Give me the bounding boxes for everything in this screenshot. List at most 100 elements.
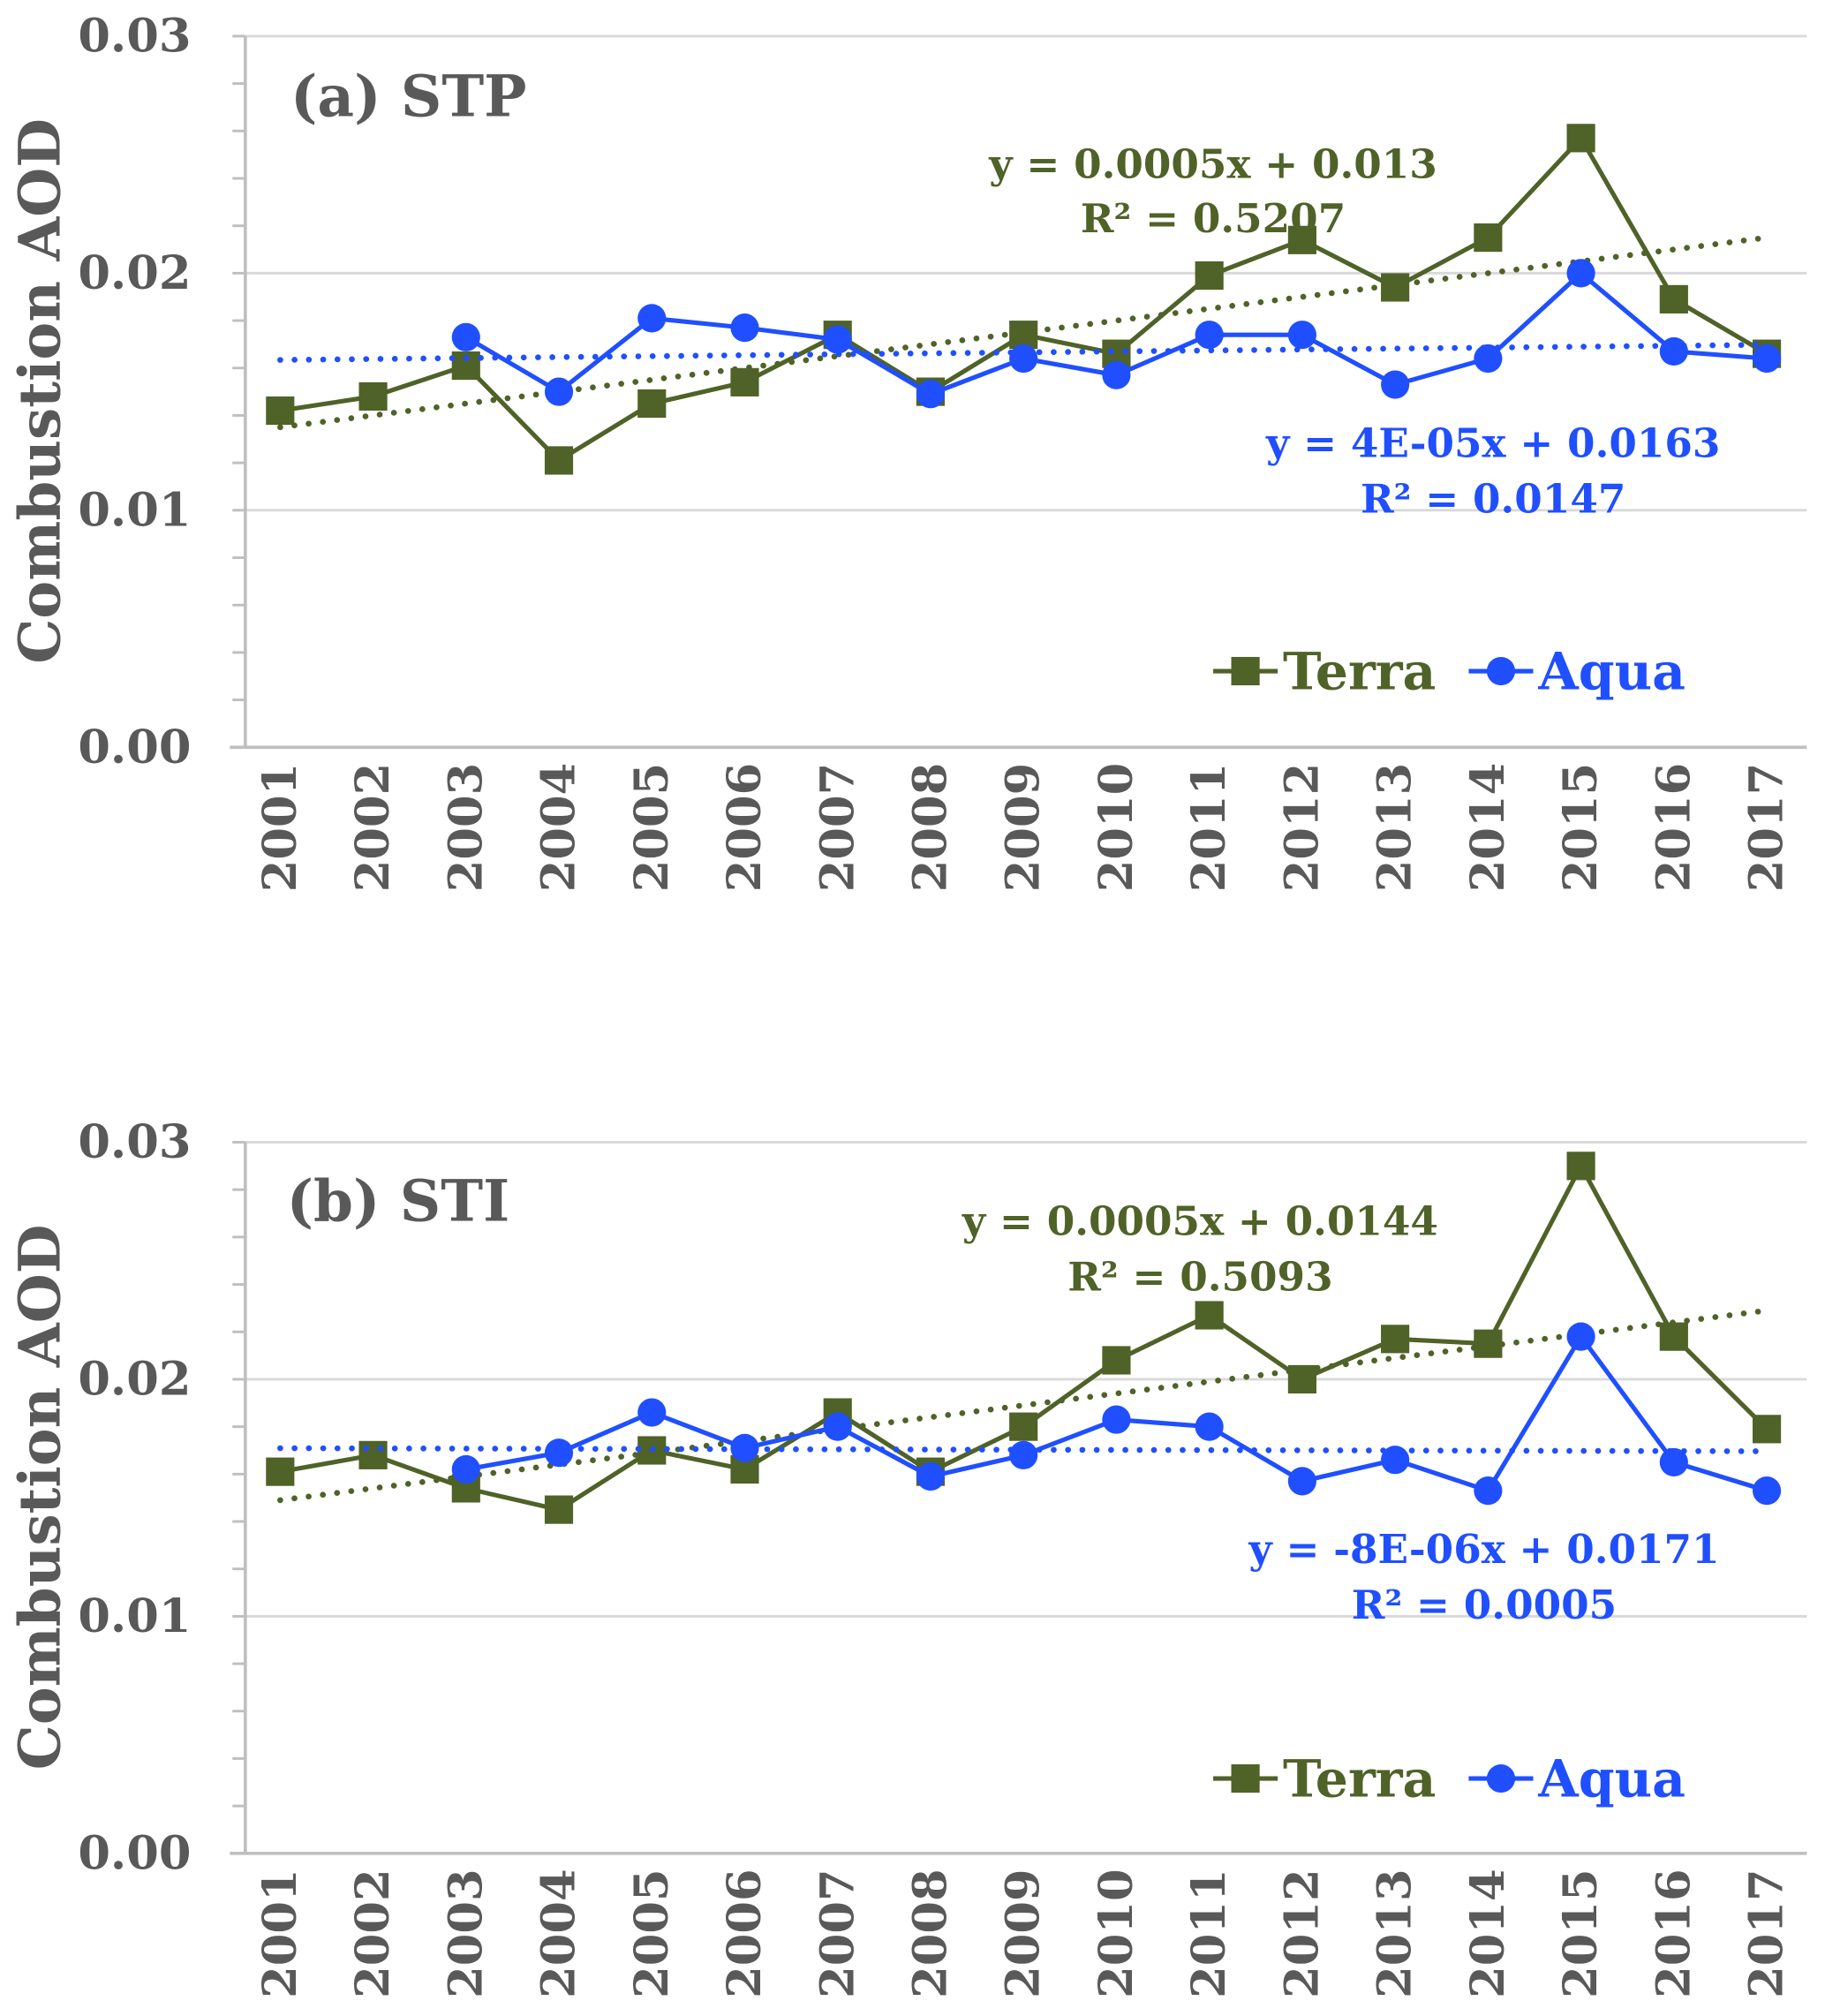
panel-title: (a) STP	[290, 64, 527, 131]
data-point-square	[358, 381, 388, 412]
trend-r-squared: R² = 0.5207	[1081, 194, 1346, 242]
data-point-circle	[544, 377, 574, 406]
y-tick-label: 0.01	[78, 483, 191, 537]
legend-item-terra: Terra	[1213, 1748, 1436, 1809]
y-tick-label: 0.02	[78, 246, 191, 300]
legend-square-marker	[1231, 656, 1260, 686]
panel-title: (b) STI	[287, 1169, 510, 1235]
x-tick-label: 2009	[997, 1869, 1051, 1997]
trend-r-squared: R² = 0.0005	[1352, 1581, 1617, 1628]
x-tick-label: 2012	[1275, 763, 1329, 892]
data-point-circle	[1474, 1476, 1503, 1506]
data-point-square	[1102, 1346, 1131, 1375]
data-point-circle	[637, 1398, 667, 1427]
data-point-circle	[1566, 1322, 1595, 1351]
legend-label: Aqua	[1537, 1748, 1685, 1809]
x-tick-label: 2008	[904, 763, 958, 892]
y-tick-label: 0.03	[78, 1115, 191, 1169]
x-tick-label: 2005	[625, 1869, 679, 1997]
trend-equation: y = 0.0005x + 0.013	[988, 140, 1437, 188]
data-point-circle	[637, 304, 667, 333]
y-tick-label: 0.01	[78, 1589, 191, 1643]
data-point-square	[544, 1495, 574, 1524]
data-point-circle	[916, 1461, 946, 1491]
y-axis-label: Combustion AOD	[7, 1225, 73, 1771]
x-tick-label: 2003	[439, 763, 493, 892]
trend-equation: y = -8E-06x + 0.0171	[1248, 1525, 1719, 1573]
trend-r-squared: R² = 0.5093	[1067, 1253, 1332, 1301]
legend-item-terra: Terra	[1213, 640, 1436, 701]
x-tick-label: 2015	[1554, 1869, 1608, 1997]
legend-circle-marker	[1486, 1763, 1516, 1793]
data-point-circle	[1381, 1446, 1410, 1475]
data-point-circle	[1381, 370, 1410, 399]
x-tick-label: 2011	[1182, 763, 1236, 892]
data-point-square	[266, 396, 295, 426]
y-axis-label: Combustion AOD	[7, 118, 73, 664]
data-point-circle	[544, 1438, 574, 1468]
x-tick-label: 2015	[1554, 763, 1608, 892]
data-point-circle	[1659, 336, 1688, 366]
data-point-square	[1381, 273, 1410, 302]
data-point-circle	[1195, 321, 1224, 350]
legend-label: Aqua	[1537, 640, 1685, 701]
data-point-circle	[1566, 259, 1595, 288]
data-point-circle	[1287, 1467, 1316, 1496]
x-tick-label: 2001	[253, 1869, 307, 1997]
data-point-circle	[451, 1454, 480, 1484]
series-terra: y = 0.0005x + 0.013 R² = 0.5207	[266, 124, 1782, 475]
x-tick-label: 2004	[532, 763, 586, 892]
data-point-circle	[823, 1412, 852, 1441]
series-terra: y = 0.0005x + 0.0144 R² = 0.5093	[266, 1151, 1782, 1524]
x-tick-label: 2017	[1740, 763, 1794, 892]
data-point-square	[730, 367, 759, 396]
data-point-square	[1287, 225, 1316, 254]
x-tick-label: 2008	[904, 1869, 958, 1997]
data-point-circle	[1009, 1440, 1038, 1469]
data-point-circle	[1287, 321, 1316, 350]
trendline-terra	[277, 1307, 1770, 1504]
data-point-square	[358, 1440, 388, 1469]
data-point-circle	[823, 325, 852, 354]
data-point-circle	[1195, 1412, 1224, 1441]
chart-panel-a: 0.00 0.01 0.02 0.03 2001 2002 2003 2004 2005 2006…	[7, 9, 1807, 892]
x-tick-label: 2004	[532, 1869, 586, 1997]
data-point-circle	[1102, 1405, 1131, 1434]
y-tick-label: 0.03	[78, 9, 191, 63]
data-point-square	[1659, 1322, 1688, 1351]
data-point-square	[1659, 284, 1688, 313]
y-tick-label: 0.02	[78, 1352, 191, 1406]
series-aqua: y = 4E-05x + 0.0163 R² = 0.0147	[277, 259, 1782, 522]
x-tick-label: 2002	[346, 1869, 400, 1997]
data-point-square	[1009, 1412, 1038, 1441]
data-point-circle	[916, 380, 946, 409]
x-tick-label: 2017	[1740, 1869, 1794, 1997]
x-tick-label: 2006	[718, 763, 772, 892]
data-point-square	[266, 1457, 295, 1486]
x-tick-label: 2005	[625, 763, 679, 892]
data-point-square	[1009, 321, 1038, 350]
trend-equation: y = 0.0005x + 0.0144	[962, 1197, 1438, 1245]
data-point-square	[1752, 1415, 1782, 1444]
trend-r-squared: R² = 0.0147	[1361, 474, 1625, 522]
data-point-square	[1381, 1325, 1410, 1354]
legend-item-aqua: Aqua	[1468, 640, 1685, 701]
trend-equation: y = 4E-05x + 0.0163	[1265, 419, 1720, 466]
data-point-circle	[730, 313, 759, 343]
x-tick-label: 2016	[1647, 1869, 1701, 1997]
legend-label: Terra	[1283, 1748, 1436, 1809]
x-tick-label: 2014	[1461, 1869, 1515, 1997]
legend-square-marker	[1231, 1763, 1260, 1793]
data-point-square	[1195, 260, 1224, 291]
x-tick-label: 2013	[1369, 763, 1422, 892]
x-tick-label: 2016	[1647, 763, 1701, 892]
x-tick-label: 2012	[1275, 1869, 1329, 1997]
data-point-circle	[730, 1433, 759, 1462]
x-tick-label: 2007	[811, 1869, 864, 1997]
data-point-square	[1474, 223, 1503, 253]
data-point-square	[544, 446, 574, 475]
data-point-circle	[1659, 1447, 1688, 1476]
data-point-square	[1566, 1151, 1595, 1181]
y-tick-label: 0.00	[78, 1826, 191, 1880]
